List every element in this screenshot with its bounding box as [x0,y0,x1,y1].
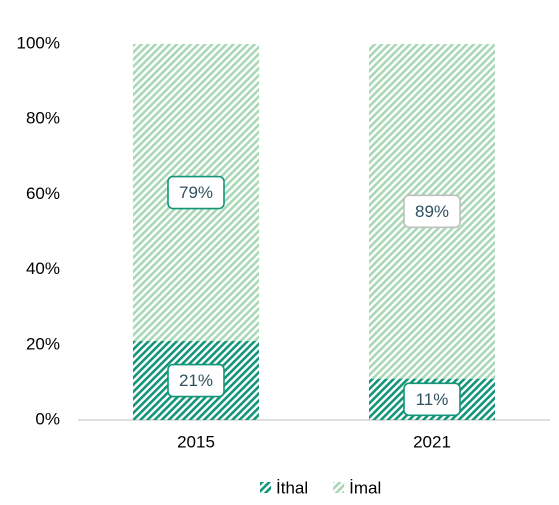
legend-label: İmal [349,478,381,497]
y-tick-label: 0% [35,409,60,428]
y-tick-label: 60% [26,184,60,203]
value-label-box [403,382,461,417]
value-label: 21% [179,371,213,390]
value-label: 11% [416,390,449,409]
legend-swatch [260,482,271,493]
y-tick-label: 80% [26,109,60,128]
x-tick-label: 2015 [177,432,215,451]
y-tick-label: 20% [26,334,60,353]
legend-label: İthal [276,478,308,497]
legend-swatch [333,482,345,493]
x-tick-label: 2021 [413,432,451,451]
value-label-box [403,194,461,229]
value-label-box [167,363,225,398]
value-label-box [167,175,225,210]
y-tick-label: 40% [26,259,60,278]
value-label: 89% [415,202,449,221]
y-tick-label: 100% [17,33,60,52]
value-label: 79% [179,183,213,202]
